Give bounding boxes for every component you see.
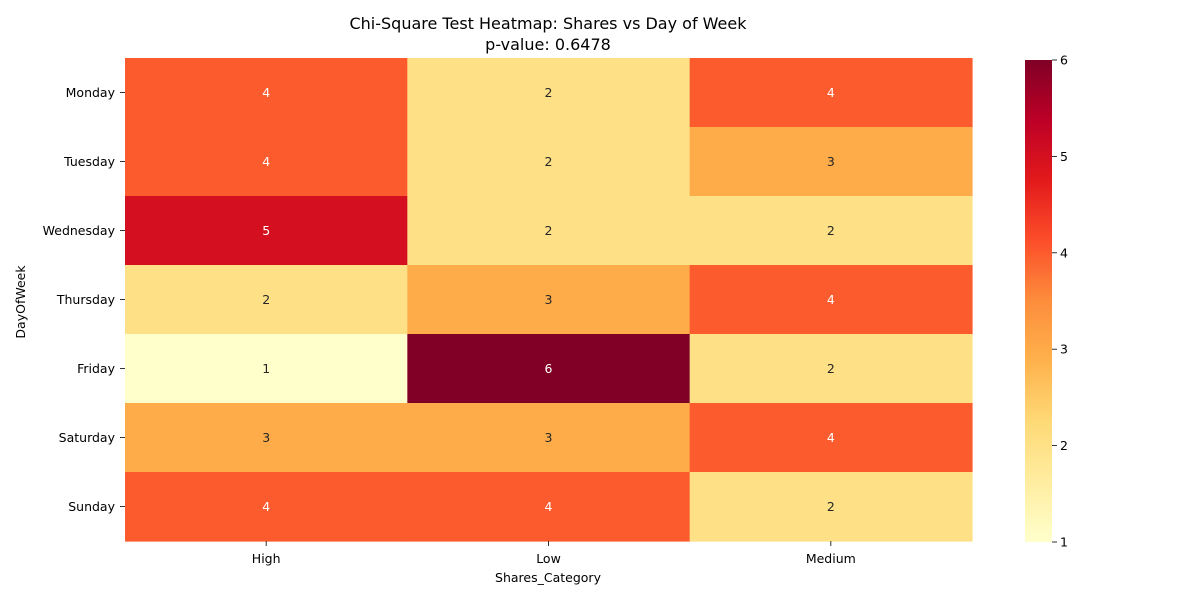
x-tick-label: Medium — [806, 551, 856, 566]
heatmap-cell — [689, 127, 973, 197]
heatmap-cell — [689, 334, 973, 404]
cell-value-label: 4 — [827, 85, 835, 100]
cell-value-label: 2 — [827, 223, 835, 238]
heatmap-cell — [689, 58, 973, 128]
cell-value-label: 4 — [262, 154, 270, 169]
heatmap-cell — [407, 472, 691, 542]
y-tick-label: Saturday — [59, 430, 116, 445]
heatmap-cell — [125, 58, 408, 128]
heatmap-cell — [125, 472, 408, 542]
chart-title-line1: Chi-Square Test Heatmap: Shares vs Day o… — [349, 14, 747, 33]
heatmap-cell — [125, 334, 408, 404]
cell-value-label: 3 — [262, 430, 270, 445]
y-tick-label: Thursday — [56, 292, 116, 307]
cell-value-label: 2 — [545, 223, 553, 238]
cell-value-label: 2 — [262, 292, 270, 307]
heatmap-cell — [689, 196, 973, 266]
colorbar-tick-label: 1 — [1060, 535, 1068, 550]
y-axis-label: DayOfWeek — [13, 265, 28, 339]
heatmap-cell — [407, 58, 691, 128]
heatmap-cell — [125, 127, 408, 197]
heatmap-cells — [125, 58, 973, 542]
cell-value-label: 2 — [545, 85, 553, 100]
colorbar-tick-label: 4 — [1060, 245, 1068, 260]
y-tick-label: Wednesday — [43, 223, 116, 238]
x-tick-label: Low — [536, 551, 561, 566]
cell-value-label: 4 — [262, 499, 270, 514]
chart-title-line2: p-value: 0.6478 — [485, 35, 611, 54]
y-tick-label: Friday — [77, 361, 115, 376]
heatmap-cell — [689, 265, 973, 335]
y-tick-label: Monday — [66, 85, 116, 100]
x-axis-label: Shares_Category — [495, 570, 602, 585]
cell-value-label: 1 — [262, 361, 270, 376]
heatmap-cell — [407, 403, 691, 473]
cell-value-label: 2 — [545, 154, 553, 169]
cell-value-label: 4 — [545, 499, 553, 514]
cell-value-label: 3 — [827, 154, 835, 169]
heatmap-cell — [407, 334, 691, 404]
colorbar: 1 2 3 4 5 6 — [1025, 53, 1068, 550]
colorbar-gradient — [1025, 60, 1052, 542]
heatmap-cell — [689, 472, 973, 542]
cell-value-label: 4 — [262, 85, 270, 100]
heatmap-cell — [125, 265, 408, 335]
heatmap-cell — [407, 127, 691, 197]
heatmap-cell — [689, 403, 973, 473]
cell-value-label: 3 — [545, 292, 553, 307]
heatmap-annotations: 4 2 4 4 2 3 5 2 2 2 3 4 1 6 2 3 3 4 4 4 2 — [262, 85, 835, 514]
colorbar-tick-label: 3 — [1060, 342, 1068, 357]
colorbar-tick-label: 5 — [1060, 149, 1068, 164]
heatmap-cell — [407, 196, 691, 266]
cell-value-label: 4 — [827, 430, 835, 445]
x-axis-ticks: High Low Medium — [252, 541, 856, 566]
x-tick-label: High — [252, 551, 281, 566]
cell-value-label: 2 — [827, 499, 835, 514]
heatmap-cell — [125, 403, 408, 473]
cell-value-label: 4 — [827, 292, 835, 307]
colorbar-tick-label: 2 — [1060, 438, 1068, 453]
heatmap-cell — [125, 196, 408, 266]
cell-value-label: 6 — [545, 361, 553, 376]
y-tick-label: Sunday — [68, 499, 115, 514]
colorbar-tick-label: 6 — [1060, 53, 1068, 68]
cell-value-label: 3 — [545, 430, 553, 445]
cell-value-label: 5 — [262, 223, 270, 238]
y-tick-label: Tuesday — [63, 154, 115, 169]
colorbar-ticks: 1 2 3 4 5 6 — [1052, 53, 1068, 550]
cell-value-label: 2 — [827, 361, 835, 376]
heatmap-cell — [407, 265, 691, 335]
y-axis-ticks: Monday Tuesday Wednesday Thursday Friday Satu… — [43, 85, 125, 514]
